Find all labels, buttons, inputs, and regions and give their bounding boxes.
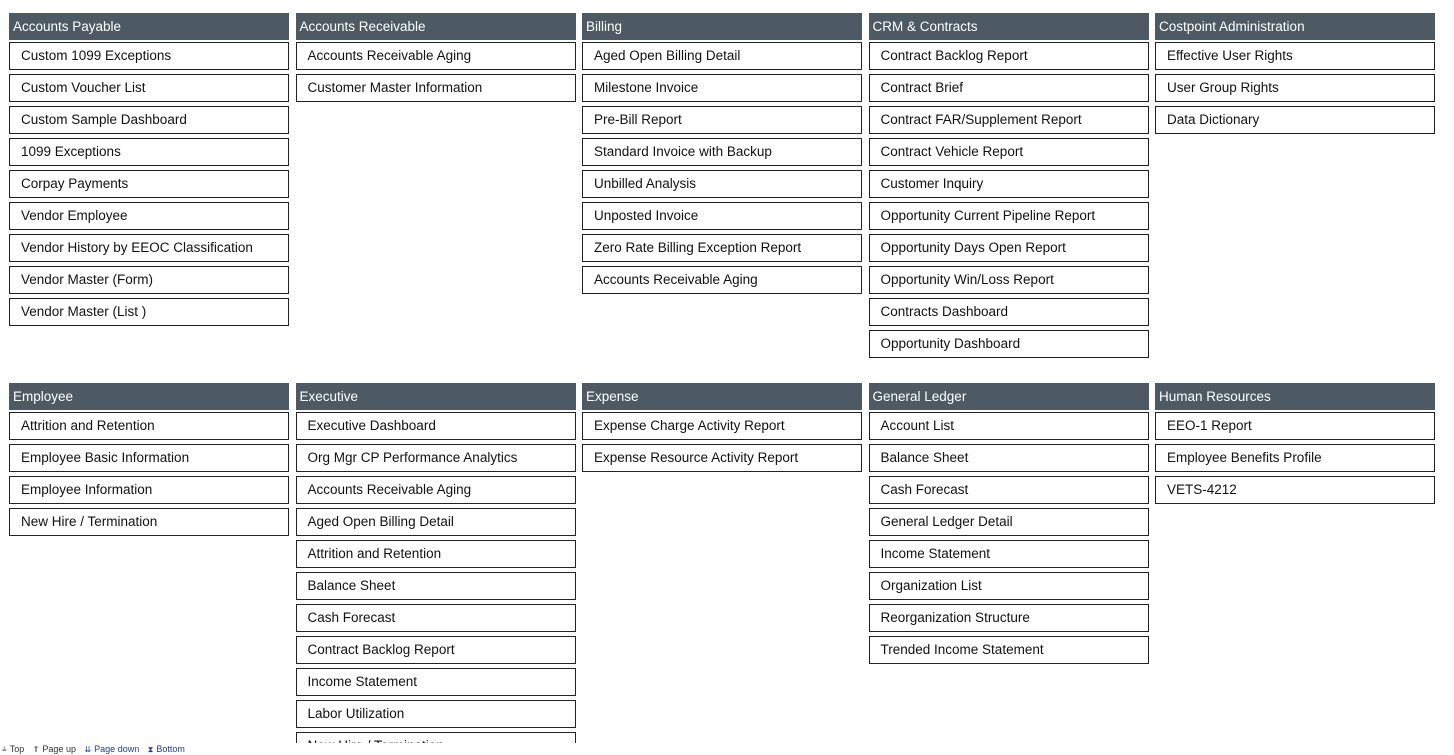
report-link[interactable]: Balance Sheet [868, 444, 1149, 472]
double-up-bar-icon: ⩮ [2, 745, 7, 754]
report-link[interactable]: Contract Brief [868, 74, 1149, 102]
double-down-bar-icon: ⧗ [147, 745, 154, 754]
report-link[interactable]: VETS-4212 [1155, 476, 1435, 504]
top-link[interactable]: ⩮ Top [2, 744, 27, 754]
section-header: Expense [582, 383, 862, 410]
page-up-label: Page up [42, 744, 76, 754]
report-link[interactable]: Pre-Bill Report [582, 106, 862, 134]
section-header: Accounts Receivable [295, 13, 576, 40]
report-link[interactable]: Opportunity Days Open Report [868, 234, 1149, 262]
page-down-label: Page down [94, 744, 140, 754]
report-link[interactable]: Income Statement [295, 668, 576, 696]
report-link[interactable]: Vendor Employee [9, 202, 289, 230]
report-link[interactable]: Effective User Rights [1155, 42, 1435, 70]
report-link[interactable]: 1099 Exceptions [9, 138, 289, 166]
report-link[interactable]: New Hire / Termination [295, 732, 576, 743]
report-link[interactable]: General Ledger Detail [868, 508, 1149, 536]
report-link[interactable]: Accounts Receivable Aging [295, 476, 576, 504]
report-link[interactable]: Accounts Receivable Aging [582, 266, 862, 294]
report-link[interactable]: Unposted Invoice [582, 202, 862, 230]
report-sections-grid: Accounts Payable Custom 1099 Exceptions Cu… [9, 13, 1435, 743]
report-link[interactable]: Opportunity Win/Loss Report [868, 266, 1149, 294]
report-link[interactable]: Expense Charge Activity Report [582, 412, 862, 440]
section-employee: Employee Attrition and Retention Employee … [9, 383, 289, 540]
report-link[interactable]: Account List [868, 412, 1149, 440]
section-header: Accounts Payable [9, 13, 289, 40]
report-link[interactable]: Corpay Payments [9, 170, 289, 198]
section-header: Human Resources [1155, 383, 1435, 410]
report-link[interactable]: EEO-1 Report [1155, 412, 1435, 440]
report-link[interactable]: New Hire / Termination [9, 508, 289, 536]
report-link[interactable]: Contract Backlog Report [295, 636, 576, 664]
section-executive: Executive Executive Dashboard Org Mgr CP P… [295, 383, 576, 743]
report-link[interactable]: Zero Rate Billing Exception Report [582, 234, 862, 262]
report-link[interactable]: Custom 1099 Exceptions [9, 42, 289, 70]
report-link[interactable]: Contracts Dashboard [868, 298, 1149, 326]
up-arrow-icon: ⇑ [32, 745, 40, 754]
report-link[interactable]: Standard Invoice with Backup [582, 138, 862, 166]
report-link[interactable]: Reorganization Structure [868, 604, 1149, 632]
section-costpoint-administration: Costpoint Administration Effective User R… [1155, 13, 1435, 138]
report-link[interactable]: Custom Sample Dashboard [9, 106, 289, 134]
report-link[interactable]: Accounts Receivable Aging [295, 42, 576, 70]
report-link[interactable]: Employee Basic Information [9, 444, 289, 472]
report-link[interactable]: Attrition and Retention [295, 540, 576, 568]
report-link[interactable]: Vendor History by EEOC Classification [9, 234, 289, 262]
report-link[interactable]: Customer Master Information [295, 74, 576, 102]
page-up-link[interactable]: ⇑ Page up [33, 744, 79, 754]
section-header: Employee [9, 383, 289, 410]
page-down-link[interactable]: ⇊ Page down [84, 744, 142, 754]
report-link[interactable]: Attrition and Retention [9, 412, 289, 440]
report-link[interactable]: Vendor Master (List ) [9, 298, 289, 326]
section-accounts-receivable: Accounts Receivable Accounts Receivable A… [295, 13, 576, 106]
section-billing: Billing Aged Open Billing Detail Milestone… [582, 13, 862, 298]
report-link[interactable]: Labor Utilization [295, 700, 576, 728]
report-link[interactable]: Aged Open Billing Detail [582, 42, 862, 70]
section-accounts-payable: Accounts Payable Custom 1099 Exceptions Cu… [9, 13, 289, 330]
report-link[interactable]: Unbilled Analysis [582, 170, 862, 198]
report-link[interactable]: Data Dictionary [1155, 106, 1435, 134]
report-link[interactable]: Org Mgr CP Performance Analytics [295, 444, 576, 472]
report-link[interactable]: Vendor Master (Form) [9, 266, 289, 294]
report-link[interactable]: Aged Open Billing Detail [295, 508, 576, 536]
report-link[interactable]: Opportunity Dashboard [868, 330, 1149, 358]
section-expense: Expense Expense Charge Activity Report Exp… [582, 383, 862, 476]
bottom-link[interactable]: ⧗ Bottom [148, 744, 188, 754]
report-link[interactable]: Customer Inquiry [868, 170, 1149, 198]
report-link[interactable]: Income Statement [868, 540, 1149, 568]
report-link[interactable]: Custom Voucher List [9, 74, 289, 102]
section-header: Executive [295, 383, 576, 410]
report-link[interactable]: Cash Forecast [295, 604, 576, 632]
scroll-navigation: ⩮ Top ⇑ Page up ⇊ Page down ⧗ Bottom [2, 744, 191, 755]
report-link[interactable]: Contract FAR/Supplement Report [868, 106, 1149, 134]
section-crm-contracts: CRM & Contracts Contract Backlog Report Co… [868, 13, 1149, 362]
report-link[interactable]: Expense Resource Activity Report [582, 444, 862, 472]
top-label: Top [9, 744, 25, 754]
report-link[interactable]: Cash Forecast [868, 476, 1149, 504]
report-link[interactable]: Employee Information [9, 476, 289, 504]
section-header: Billing [582, 13, 862, 40]
report-link[interactable]: Contract Vehicle Report [868, 138, 1149, 166]
report-link[interactable]: Contract Backlog Report [868, 42, 1149, 70]
report-link[interactable]: Opportunity Current Pipeline Report [868, 202, 1149, 230]
report-link[interactable]: Milestone Invoice [582, 74, 862, 102]
double-down-arrow-icon: ⇊ [84, 745, 92, 754]
report-link[interactable]: Executive Dashboard [295, 412, 576, 440]
report-link[interactable]: Employee Benefits Profile [1155, 444, 1435, 472]
report-link[interactable]: Trended Income Statement [868, 636, 1149, 664]
report-link[interactable]: Balance Sheet [295, 572, 576, 600]
section-general-ledger: General Ledger Account List Balance Sheet C… [868, 383, 1149, 668]
report-link[interactable]: Organization List [868, 572, 1149, 600]
section-header: General Ledger [868, 383, 1149, 410]
section-header: Costpoint Administration [1155, 13, 1435, 40]
section-human-resources: Human Resources EEO-1 Report Employee Bene… [1155, 383, 1435, 508]
bottom-label: Bottom [156, 744, 185, 754]
section-header: CRM & Contracts [868, 13, 1149, 40]
report-link[interactable]: User Group Rights [1155, 74, 1435, 102]
